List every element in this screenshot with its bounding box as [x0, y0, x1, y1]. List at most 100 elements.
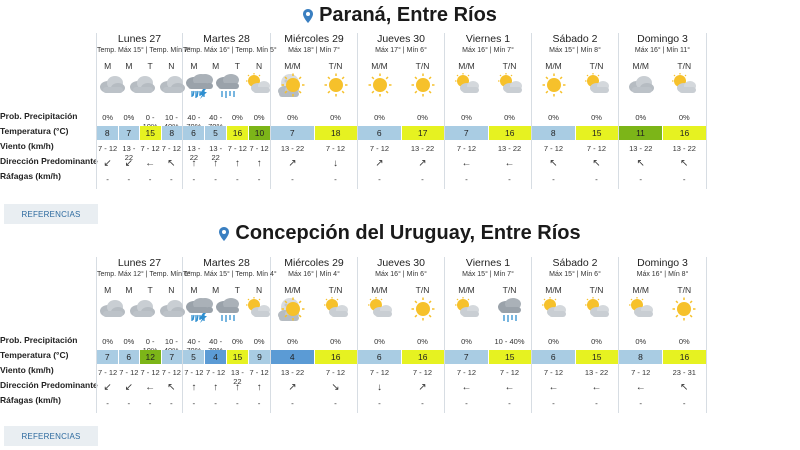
gust-value: - — [508, 399, 511, 408]
references-button[interactable]: REFERENCIAS — [4, 204, 98, 224]
gust-value: - — [465, 175, 468, 184]
wind-direction-arrow: ↗ — [418, 382, 427, 393]
period-label: T — [234, 285, 240, 295]
precip-prob: 0% — [287, 113, 298, 122]
partly-cloudy-icon — [358, 297, 401, 329]
temp-cell: 16 — [314, 350, 357, 364]
precip-prob: 0% — [678, 337, 690, 346]
probs-row: 0% 0% — [619, 113, 706, 122]
dirs-row: ↗ ↗ — [358, 158, 444, 170]
precip-prob: 0% — [102, 337, 114, 346]
label-gusts: Ráfagas (km/h) — [0, 395, 61, 405]
winds-row: 7 - 12 7 - 12 13 - 22 7 - 12 — [183, 368, 270, 386]
wind-speed: 7 - 12 — [631, 368, 651, 377]
wind-direction-arrow: ← — [504, 382, 515, 393]
day-column: Sábado 2 Máx 15° | Mín 8° M/M T/N 0% 0% 8 15 7 -… — [532, 33, 619, 189]
winds-row: 7 - 12 7 - 12 — [445, 368, 531, 377]
period-label: M — [190, 285, 198, 295]
city-name: Paraná, Entre Ríos — [319, 4, 497, 26]
label-temp: Temperatura (°C) — [0, 350, 69, 360]
periods-row: M/M T/N — [271, 285, 357, 295]
day-column: Jueves 30 Máx 16° | Mín 6° M/M T/N 0% 0% 6 16 7 … — [358, 257, 445, 413]
gust-value: - — [334, 399, 337, 408]
period-label: T/N — [415, 61, 430, 71]
temp-cell: 4 — [205, 350, 226, 364]
temp-cell: 8 — [619, 350, 662, 364]
wind-direction-arrow: ← — [635, 382, 646, 393]
gust-value: - — [334, 175, 337, 184]
day-name: Sábado 2 — [552, 33, 598, 45]
partly-cloudy-icon — [619, 297, 663, 329]
temps-row: 7 15 — [445, 350, 531, 364]
precip-prob: 0% — [591, 337, 602, 346]
wind-direction-arrow: ↙ — [103, 158, 112, 169]
wind-direction-arrow: ↖ — [680, 382, 689, 393]
icons-row — [532, 73, 618, 105]
temp-cell: 16 — [488, 126, 531, 140]
period-label: M/M — [371, 61, 388, 71]
period-label: T/N — [677, 285, 692, 295]
day-column: Miércoles 29 Máx 18° | Mín 7° M/M T/N 0% 0% 7 1… — [271, 33, 358, 189]
period-label: T/N — [415, 285, 430, 295]
gust-value: - — [148, 399, 152, 408]
partly-cloudy-icon — [243, 297, 273, 329]
day-name: Viernes 1 — [465, 257, 511, 269]
day-name: Miércoles 29 — [284, 33, 344, 45]
period-label: M — [190, 61, 198, 71]
wind-speed: 13 - 22 — [280, 368, 305, 377]
day-temp-range: Máx 16° | Mín 6° — [375, 271, 427, 278]
days-row: Lunes 27 Temp. Máx 15° | Temp. Mín 7° M M T N… — [96, 33, 800, 189]
partly-cloudy-icon — [445, 73, 488, 105]
period-label: M — [212, 61, 220, 71]
period-label: M/M — [284, 61, 301, 71]
period-label: N — [256, 61, 263, 71]
precip-prob: 0% — [591, 113, 602, 122]
precip-prob: 0% — [374, 337, 385, 346]
dirs-row: ↗ ↓ — [271, 158, 357, 170]
temps-row: 6 15 — [532, 350, 618, 364]
gusts-row: -- — [271, 399, 357, 408]
period-label: N — [168, 61, 175, 71]
wind-direction-arrow: ↖ — [167, 382, 176, 393]
day-column: Lunes 27 Temp. Máx 12° | Temp. Mín 6° M M T N… — [96, 257, 213, 413]
wind-speed: 7 - 12 — [369, 144, 390, 153]
dirs-row: ↑ ↑ ↑ ↑ — [183, 158, 270, 170]
precip-prob: 0% — [123, 337, 135, 346]
period-label: M/M — [632, 61, 650, 71]
gust-value: - — [257, 399, 261, 408]
cloudy-icon — [127, 297, 157, 329]
temp-cell: 7 — [97, 350, 118, 364]
gusts-row: -- — [358, 175, 444, 184]
wind-direction-arrow: ↑ — [213, 382, 219, 393]
day-column: Martes 28 Temp. Máx 16° | Temp. Mín 5° M M T… — [183, 33, 299, 189]
icons-row — [619, 297, 706, 329]
wind-speed: 7 - 12 — [499, 368, 520, 377]
wind-speed: 13 - 22 — [497, 144, 522, 153]
temp-cell: 5 — [205, 126, 226, 140]
wind-direction-arrow: ↑ — [191, 158, 197, 169]
temps-row: 6 17 — [358, 126, 444, 140]
references-button[interactable]: REFERENCIAS — [4, 426, 98, 446]
wind-speed: 7 - 12 — [543, 144, 564, 153]
precip-prob: 0% — [330, 113, 341, 122]
wind-speed: 13 - 22 — [584, 368, 609, 377]
periods-row: M/M T/N — [271, 61, 357, 71]
period-label: M — [212, 285, 220, 295]
precip-prob: 0% — [287, 337, 298, 346]
wind-direction-arrow: ↙ — [124, 382, 134, 393]
temp-cell: 7 — [118, 126, 139, 140]
temp-cell: 15 — [488, 350, 531, 364]
cloudy-icon — [127, 73, 157, 105]
wind-speed: 13 - 22 — [187, 144, 201, 162]
wind-speed: 7 - 12 — [98, 368, 118, 377]
wind-speed: 13 - 22 — [230, 368, 244, 386]
temps-row: 7 16 — [445, 126, 531, 140]
wind-speed: 7 - 12 — [543, 368, 564, 377]
temp-cell: 4 — [271, 350, 314, 364]
period-label: T — [147, 61, 153, 71]
icons-row — [358, 73, 444, 105]
day-column: Viernes 1 Máx 16° | Mín 7° M/M T/N 0% 0% 7 16 7 … — [445, 33, 532, 189]
precip-prob: 0% — [461, 113, 472, 122]
label-precip: Prob. Precipitación — [0, 335, 78, 345]
